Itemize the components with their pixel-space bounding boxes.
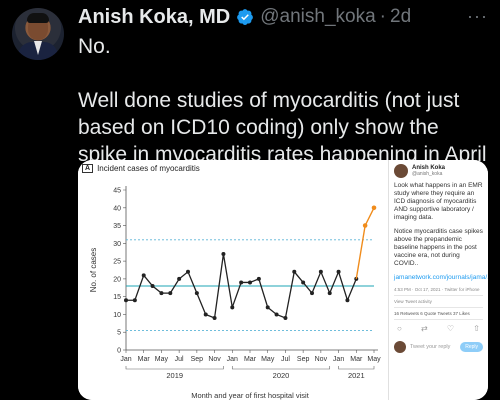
embedded-stats: 16 Retweets 6 Quote Tweets 37 Likes <box>394 311 483 320</box>
embedded-avatar <box>394 164 408 178</box>
myocarditis-chart[interactable]: A Incident cases of myocarditis 0 5 10 15 20… <box>78 160 388 400</box>
y-tick-label: 25 <box>113 259 121 266</box>
x-tick-label: Sep <box>191 356 204 363</box>
data-point <box>336 269 341 274</box>
data-point <box>212 316 217 320</box>
y-tick-label: 35 <box>113 223 121 230</box>
x-tick-label: May <box>261 356 275 363</box>
x-tick-label: Nov <box>315 356 328 363</box>
data-point <box>203 312 208 317</box>
x-tick-label: Mar <box>244 356 257 363</box>
embedded-paragraph: Look what happens in an EMR study where … <box>394 182 483 221</box>
x-tick-label: Mar <box>138 356 151 363</box>
reply-avatar <box>394 341 406 353</box>
year-bracket <box>125 366 224 370</box>
tweet-paragraph: No. <box>78 35 111 58</box>
data-point <box>239 280 244 285</box>
y-tick-label: 20 <box>113 276 121 283</box>
author-handle[interactable]: @anish_koka <box>260 6 376 27</box>
x-tick-label: May <box>155 356 169 363</box>
y-tick-label: 40 <box>113 205 121 212</box>
embedded-reply-bar: Tweet your reply Reply <box>394 341 483 353</box>
data-point <box>186 269 190 274</box>
tweet-header: Anish Koka, MD @anish_koka · 2d <box>78 4 470 30</box>
tweet-timestamp[interactable]: 2d <box>390 6 412 27</box>
series-line-highlight <box>355 207 375 280</box>
reply-icon: ○ <box>397 324 402 333</box>
y-tick-label: 30 <box>113 241 121 248</box>
data-point <box>265 305 270 310</box>
embedded-author-name: Anish Koka <box>412 165 446 171</box>
like-icon: ♡ <box>446 324 455 333</box>
data-point <box>221 252 226 256</box>
chart-plot: 0 5 10 15 20 25 30 35 40 45 Jan Mar May Jul Sep Nov Jan M… <box>89 186 381 400</box>
data-point-highlight <box>371 205 377 211</box>
author-name[interactable]: Anish Koka, MD <box>78 5 231 28</box>
data-point <box>327 291 332 296</box>
tweet-media[interactable]: A Incident cases of myocarditis 0 5 10 15 20… <box>78 160 488 400</box>
data-point <box>283 316 288 320</box>
more-options-icon[interactable]: ··· <box>467 6 488 26</box>
embedded-activity: View Tweet activity <box>394 299 483 308</box>
data-point <box>301 280 306 285</box>
data-point <box>132 298 137 303</box>
data-point <box>248 280 252 285</box>
verified-badge-icon <box>237 9 254 25</box>
embedded-actions: ○ ⇄ ♡ ⇧ <box>394 324 483 333</box>
chart-title: A Incident cases of myocarditis <box>82 164 200 173</box>
x-tick-label: Mar <box>350 356 363 363</box>
retweet-icon: ⇄ <box>421 324 428 333</box>
data-point <box>345 298 350 303</box>
embedded-paragraph: Notice myocarditis case spikes above the… <box>394 228 483 267</box>
embedded-tweet-body: Look what happens in an EMR study where … <box>394 182 483 268</box>
reply-placeholder: Tweet your reply <box>410 344 451 350</box>
reply-button: Reply <box>460 342 483 352</box>
data-point <box>318 269 323 274</box>
author-avatar[interactable] <box>12 8 64 60</box>
data-point <box>292 269 297 274</box>
panel-label: A <box>82 164 94 173</box>
year-bracket <box>231 366 331 370</box>
separator-dot: · <box>379 6 386 27</box>
data-point-highlight <box>362 223 368 228</box>
y-tick-label: 15 <box>113 294 121 301</box>
data-point <box>177 276 182 281</box>
y-axis-label: No. of cases <box>89 248 98 292</box>
embedded-meta: 4:53 PM · Oct 17, 2021 · Twitter for iPh… <box>394 287 483 296</box>
data-point <box>150 284 155 288</box>
data-point <box>194 291 199 296</box>
x-tick-label: Jan <box>120 356 131 363</box>
data-point <box>310 291 314 296</box>
x-tick-label: Nov <box>208 356 221 363</box>
data-point <box>274 312 279 317</box>
embedded-link: jamanetwork.com/journals/jama/... <box>394 274 488 281</box>
embedded-tweet-screenshot: Anish Koka @anish_koka Look what happens… <box>388 160 488 400</box>
x-tick-label: Sep <box>297 356 310 363</box>
x-axis-label: Month and year of first hospital visit <box>191 391 309 400</box>
x-tick-label: Jul <box>281 356 290 363</box>
year-label: 2021 <box>348 371 365 380</box>
data-point <box>141 273 146 278</box>
data-point <box>256 276 261 281</box>
y-tick-label: 45 <box>113 188 121 195</box>
x-tick-label: Jan <box>333 356 344 363</box>
x-tick-label: Jul <box>175 356 184 363</box>
y-tick-label: 10 <box>113 312 121 319</box>
y-tick-label: 5 <box>117 330 121 337</box>
year-label: 2019 <box>166 371 183 380</box>
embedded-tweet-header: Anish Koka @anish_koka <box>394 164 483 178</box>
data-point <box>168 291 173 296</box>
data-point <box>230 305 235 310</box>
year-bracket <box>338 366 375 370</box>
y-tick-label: 0 <box>117 348 121 355</box>
share-icon: ⇧ <box>473 324 480 333</box>
data-point <box>159 291 164 296</box>
data-point <box>124 298 128 303</box>
year-label: 2020 <box>273 371 290 380</box>
embedded-author-handle: @anish_koka <box>412 171 443 177</box>
x-tick-label: Jan <box>227 356 238 363</box>
chart-title-text: Incident cases of myocarditis <box>97 164 200 173</box>
x-tick-label: May <box>367 356 381 363</box>
